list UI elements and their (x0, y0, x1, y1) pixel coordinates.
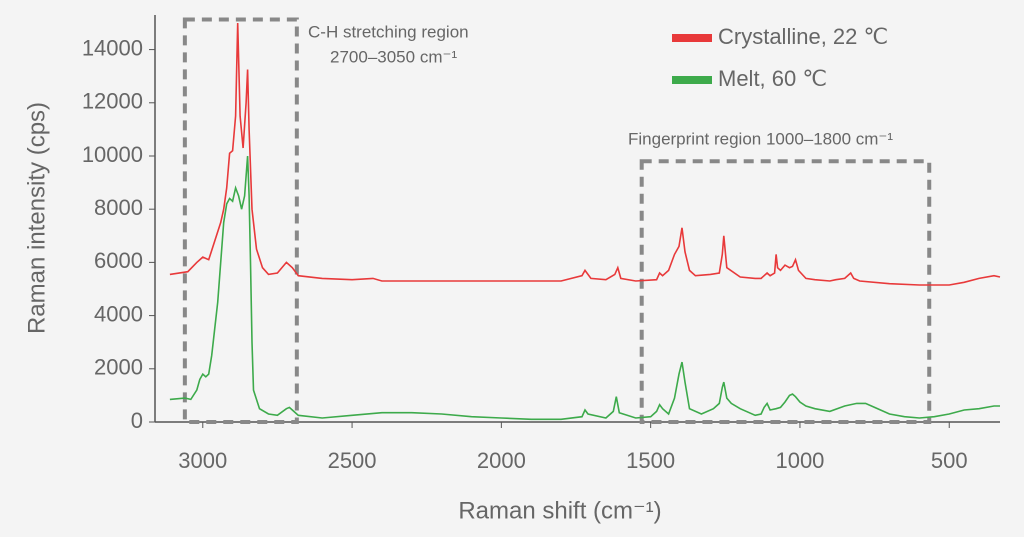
x-axis-label: Raman shift (cm⁻¹) (458, 497, 661, 524)
x-tick-label: 1000 (775, 448, 824, 473)
y-tick-label: 14000 (82, 35, 143, 60)
x-tick-label: 1500 (626, 448, 675, 473)
x-tick-label: 500 (931, 448, 968, 473)
legend-label: Crystalline, 22 ℃ (718, 24, 888, 49)
legend-swatch (672, 76, 712, 84)
x-tick-label: 2000 (477, 448, 526, 473)
y-tick-label: 0 (131, 408, 143, 433)
region-box (182, 17, 299, 425)
series-line (169, 22, 1001, 286)
y-tick-label: 12000 (82, 89, 143, 114)
annotation: C-H stretching region (308, 22, 469, 41)
y-tick-label: 10000 (82, 142, 143, 167)
region-box (639, 159, 932, 424)
legend-swatch (672, 34, 712, 42)
series-line (169, 155, 1000, 421)
y-tick-label: 4000 (94, 301, 143, 326)
annotation: 2700–3050 cm⁻¹ (330, 47, 457, 66)
annotation: Fingerprint region 1000–1800 cm⁻¹ (628, 129, 893, 148)
y-axis-label: Raman intensity (cps) (23, 102, 50, 334)
x-tick-label: 3000 (178, 448, 227, 473)
legend-label: Melt, 60 ℃ (718, 66, 827, 91)
y-tick-label: 2000 (94, 355, 143, 380)
x-tick-label: 2500 (328, 448, 377, 473)
y-tick-label: 8000 (94, 195, 143, 220)
y-tick-label: 6000 (94, 248, 143, 273)
